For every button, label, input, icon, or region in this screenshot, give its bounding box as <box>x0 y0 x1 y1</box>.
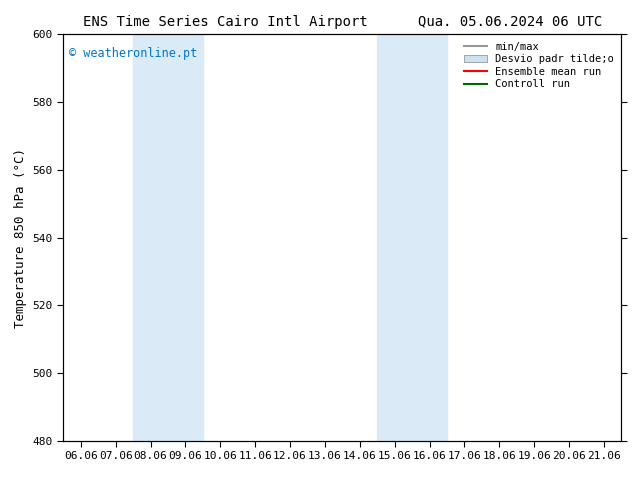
Text: © weatheronline.pt: © weatheronline.pt <box>69 47 197 59</box>
Legend: min/max, Desvio padr tilde;o, Ensemble mean run, Controll run: min/max, Desvio padr tilde;o, Ensemble m… <box>460 37 618 94</box>
Title: ENS Time Series Cairo Intl Airport      Qua. 05.06.2024 06 UTC: ENS Time Series Cairo Intl Airport Qua. … <box>82 15 602 29</box>
Y-axis label: Temperature 850 hPa (°C): Temperature 850 hPa (°C) <box>14 147 27 328</box>
Bar <box>377 34 447 441</box>
Bar <box>133 34 203 441</box>
